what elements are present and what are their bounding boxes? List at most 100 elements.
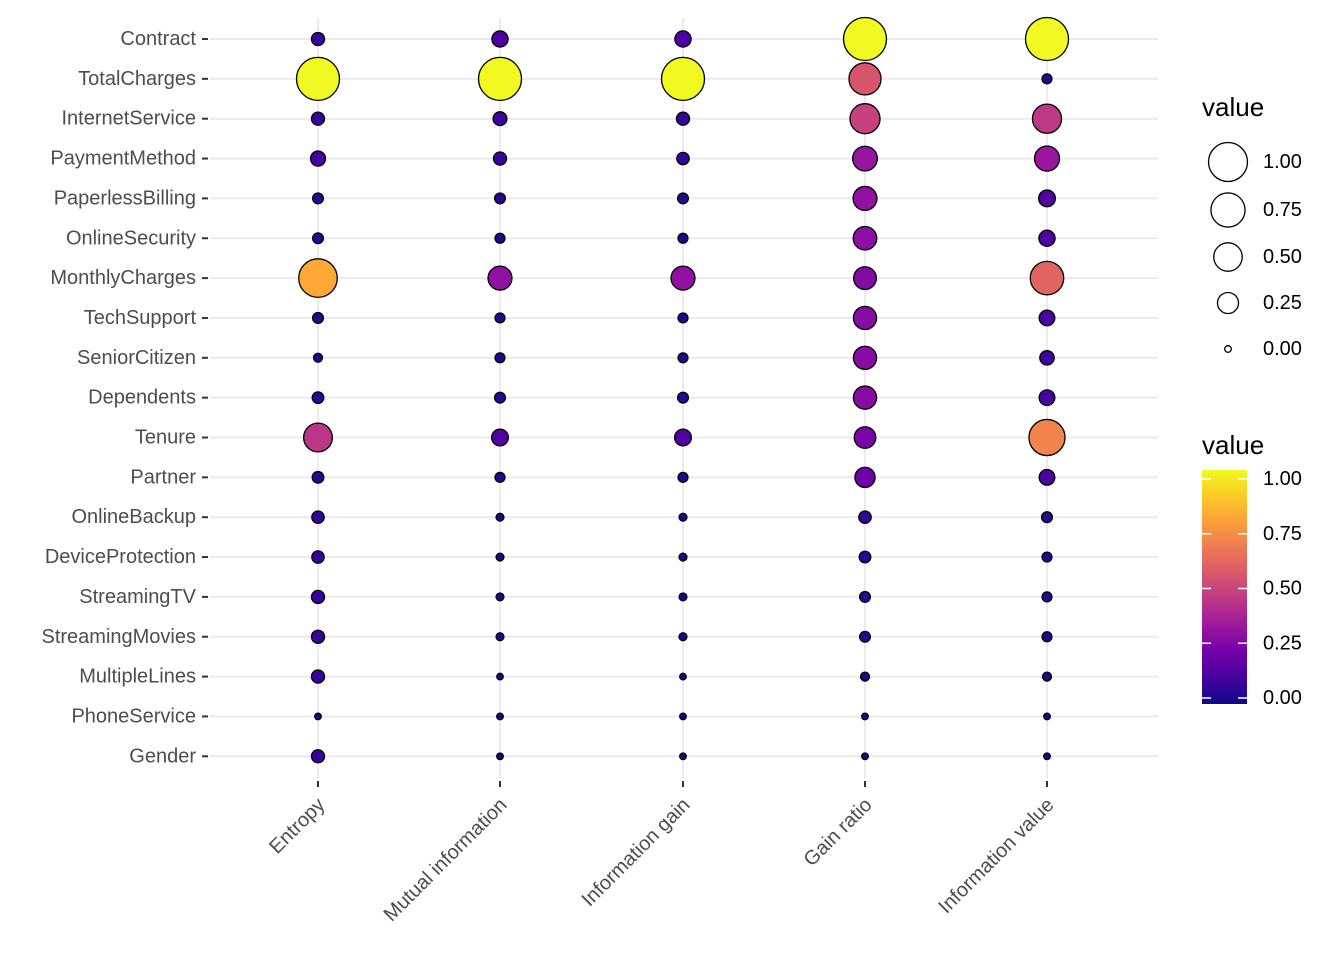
size-legend-label: 0.25 (1263, 292, 1302, 314)
color-legend-label: 0.50 (1263, 578, 1302, 600)
data-point (848, 62, 882, 96)
y-tick-label: OnlineSecurity (66, 227, 196, 249)
size-legend-key (1210, 192, 1246, 228)
data-point (678, 632, 688, 642)
data-point (852, 185, 878, 212)
y-tick-label: Tenure (135, 427, 196, 449)
data-point (1024, 16, 1070, 62)
data-point (311, 311, 325, 324)
data-point (493, 391, 507, 404)
data-point (1029, 260, 1065, 296)
y-tick-label: TechSupport (84, 307, 197, 329)
data-point (677, 471, 689, 483)
data-point (490, 428, 510, 447)
y-tick-label: OnlineBackup (71, 506, 196, 528)
data-point (311, 391, 325, 405)
size-legend-key (1207, 141, 1249, 183)
size-legend-title: value (1202, 92, 1264, 122)
data-point (676, 391, 690, 404)
data-point (1039, 349, 1055, 366)
data-point (302, 422, 334, 453)
data-point (678, 592, 688, 602)
data-point (1038, 389, 1056, 407)
data-point (858, 550, 872, 564)
y-tick-label: InternetService (61, 108, 196, 130)
color-legend-label: 0.25 (1263, 632, 1302, 654)
size-legend-label: 0.75 (1263, 199, 1302, 221)
size-legend-label: 1.00 (1263, 151, 1302, 173)
data-points (295, 16, 1070, 764)
data-point (1041, 671, 1053, 682)
x-tick-label: Mutual information (380, 794, 512, 926)
data-point (679, 752, 687, 761)
data-point (495, 512, 505, 522)
y-tick-label: Contract (120, 28, 196, 50)
x-tick-label: Entropy (265, 794, 329, 858)
data-point (1041, 551, 1053, 563)
data-point (1043, 752, 1051, 761)
x-tick-label: Information gain (578, 794, 695, 911)
data-point (494, 232, 506, 244)
data-point (314, 712, 322, 721)
data-point (311, 550, 325, 564)
data-point (495, 632, 505, 642)
y-tick-label: Gender (129, 745, 196, 767)
data-point (311, 510, 325, 525)
y-axis: Contract TotalCharges InternetService Payme… (41, 28, 208, 767)
data-point (312, 352, 324, 363)
color-legend-label: 0.75 (1263, 523, 1302, 545)
data-point (679, 712, 687, 721)
data-point (494, 471, 506, 483)
data-point (310, 111, 326, 126)
size-legend-key (1216, 291, 1240, 315)
x-tick-label: Gain ratio (800, 794, 877, 871)
y-tick-label: StreamingMovies (41, 626, 196, 648)
data-point (852, 345, 878, 371)
data-point (853, 426, 877, 449)
y-tick-label: PaperlessBilling (54, 187, 196, 209)
data-point (852, 145, 878, 172)
y-tick-label: MonthlyCharges (50, 267, 196, 289)
data-point (861, 752, 869, 761)
size-legend-key (1224, 345, 1232, 353)
data-point (842, 16, 888, 62)
data-point (477, 56, 523, 101)
data-point (861, 712, 869, 721)
data-point (852, 225, 878, 251)
data-point (496, 712, 504, 721)
data-point (491, 30, 509, 48)
size-legend-key (1213, 242, 1243, 272)
color-legend-label: 0.00 (1263, 687, 1302, 709)
data-point (1041, 591, 1053, 603)
data-point (311, 192, 325, 205)
data-point (495, 592, 505, 602)
data-point (495, 552, 505, 562)
y-tick-label: StreamingTV (79, 586, 196, 608)
data-point (1040, 511, 1054, 524)
data-point (675, 111, 691, 126)
colorbar (1202, 470, 1247, 704)
data-point (678, 512, 688, 522)
x-tick-label: Information value (934, 794, 1058, 918)
data-point (298, 258, 338, 299)
data-point (496, 672, 504, 681)
data-point (310, 749, 326, 764)
y-tick-label: SeniorCitizen (77, 347, 196, 369)
data-point (858, 510, 872, 525)
data-point (660, 56, 706, 101)
y-tick-label: Dependents (88, 387, 196, 409)
data-point (496, 752, 504, 761)
y-tick-label: TotalCharges (78, 68, 196, 90)
data-point (492, 111, 508, 127)
data-point (1031, 103, 1063, 134)
x-axis: Entropy Mutual information Information gai… (265, 781, 1059, 926)
y-tick-label: PaymentMethod (50, 148, 196, 170)
data-point (310, 669, 326, 684)
data-point (1038, 229, 1056, 247)
data-point (1041, 73, 1053, 85)
data-point (310, 629, 326, 644)
data-point (493, 192, 507, 205)
data-point (309, 150, 327, 167)
data-point (1028, 418, 1066, 457)
